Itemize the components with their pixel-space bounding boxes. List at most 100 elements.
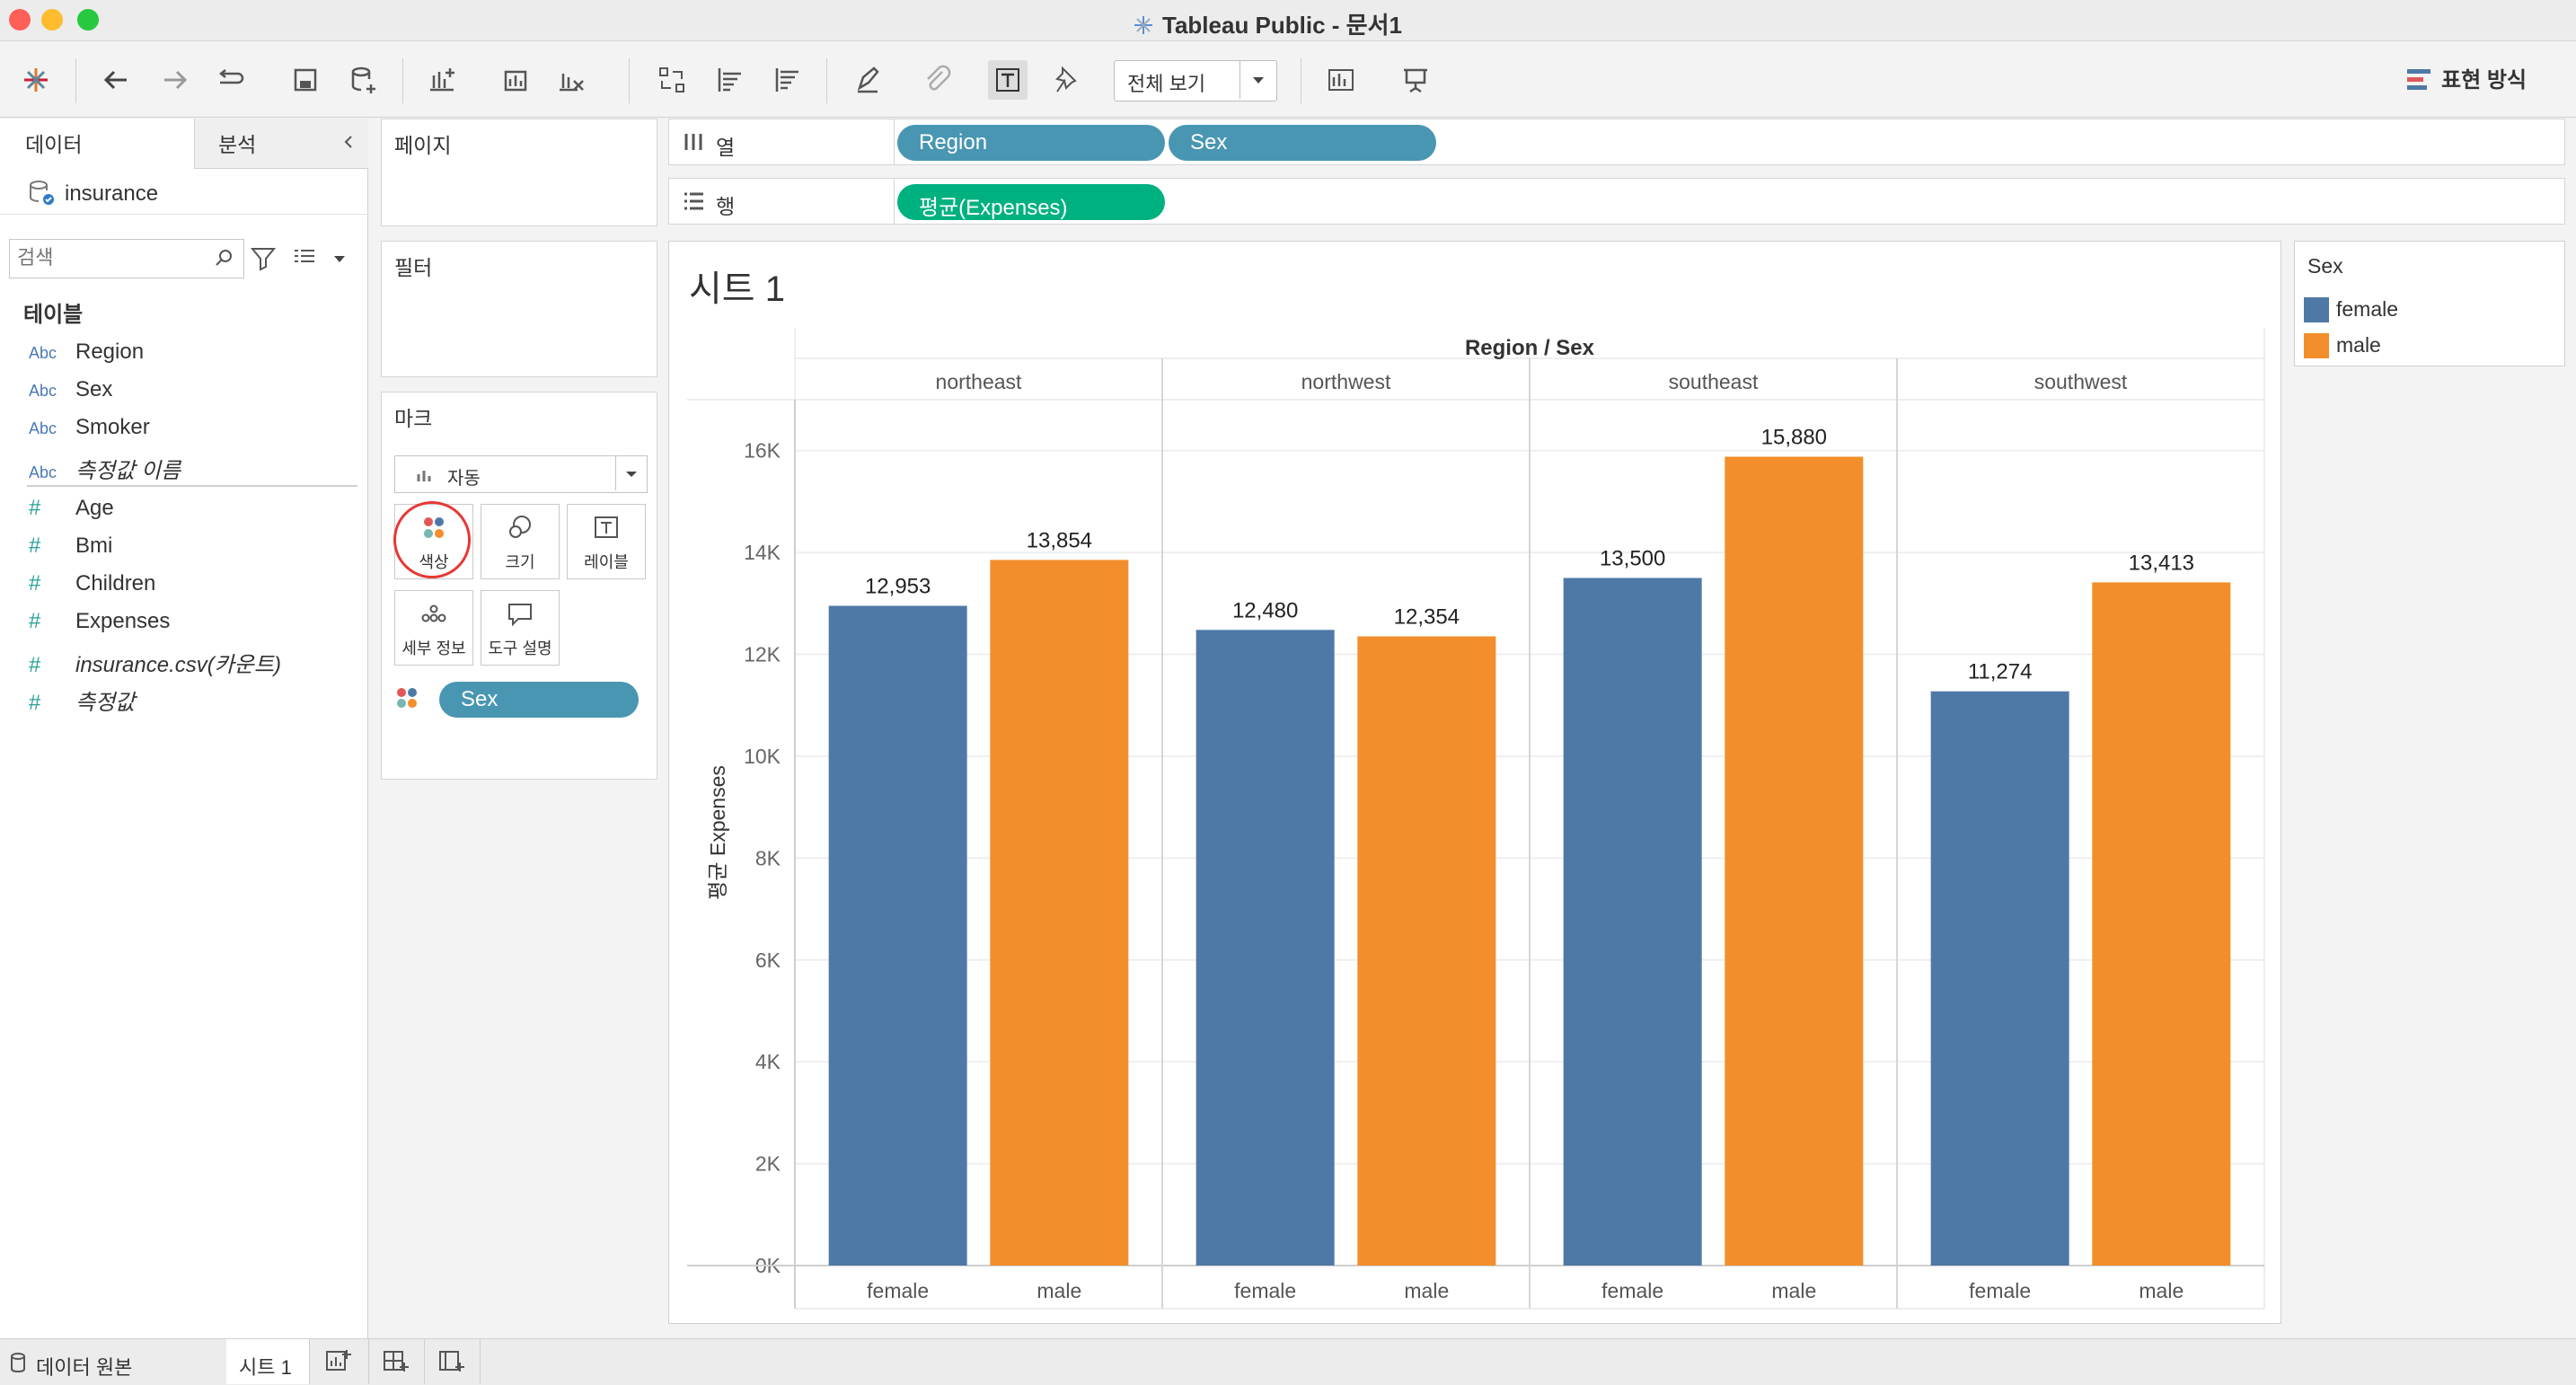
highlight-circle	[393, 501, 471, 578]
field--[interactable]: # 측정값	[29, 691, 136, 715]
highlight-pen-icon[interactable]	[848, 60, 887, 100]
region-header-southeast: southeast	[1669, 370, 1759, 393]
x-tick-label-northwest-female: female	[1234, 1279, 1296, 1302]
field-region[interactable]: Abc Region	[29, 340, 145, 364]
bar-label-southwest-male: 13,413	[2129, 551, 2194, 575]
new-dashboard-icon[interactable]	[381, 1346, 411, 1377]
bar-southeast-male	[1725, 456, 1864, 1266]
y-tick-label: 16K	[744, 439, 781, 463]
bar-northeast-male	[990, 560, 1129, 1266]
bar-northeast-female	[828, 605, 967, 1266]
fit-view-dropdown[interactable]: 전체 보기	[1114, 60, 1277, 101]
x-tick-label-northwest-male: male	[1404, 1279, 1449, 1302]
maximize-window-button[interactable]	[77, 9, 99, 31]
y-tick-label: 2K	[755, 1152, 781, 1176]
tooltip-button[interactable]: 도구 설명	[481, 590, 560, 666]
field-smoker[interactable]: Abc Smoker	[29, 415, 150, 439]
field-age[interactable]: # Age	[29, 496, 114, 520]
x-tick-label-northeast-female: female	[867, 1279, 929, 1302]
sort-ascending-icon[interactable]	[710, 60, 749, 100]
field-expenses[interactable]: # Expenses	[29, 609, 171, 633]
detail-dots-icon	[421, 604, 446, 622]
new-worksheet-icon[interactable]	[422, 60, 462, 100]
field-bmi[interactable]: # Bmi	[29, 534, 113, 558]
search-field[interactable]	[9, 239, 244, 278]
number-type-icon: #	[29, 653, 41, 677]
minimize-window-button[interactable]	[41, 9, 63, 31]
region-header-southwest: southwest	[2034, 370, 2128, 393]
legend-item-female[interactable]: female	[2336, 297, 2399, 321]
show-cards-icon[interactable]	[1322, 60, 1362, 100]
marks-card: 마크 자동 색상 크기 레이블 세부 정보 도구 설명 Sex	[381, 392, 657, 780]
close-window-button[interactable]	[9, 9, 31, 31]
replay-icon[interactable]	[212, 60, 251, 100]
marks-card-title: 마크	[394, 407, 433, 430]
collapse-pane-icon[interactable]	[340, 133, 357, 151]
tableau-home-icon[interactable]	[16, 60, 56, 100]
sheet-tab-1[interactable]: 시트 1	[226, 1339, 310, 1384]
chevron-down-icon[interactable]	[331, 250, 348, 268]
show-mark-labels-icon[interactable]	[988, 60, 1028, 100]
color-legend: Sex female male	[2294, 241, 2565, 366]
number-type-icon: #	[29, 609, 41, 633]
tab-data[interactable]: 데이터	[0, 119, 194, 169]
datasource-item[interactable]: insurance	[27, 178, 158, 207]
window-title: Tableau Public - 문서1	[1132, 7, 1402, 40]
row-pill-avg-expenses[interactable]: 평균(Expenses)	[897, 184, 1165, 220]
search-input[interactable]	[15, 243, 198, 272]
save-icon[interactable]	[286, 60, 325, 100]
color-pill-sex[interactable]: Sex	[439, 682, 639, 718]
datasource-icon	[30, 181, 54, 205]
new-worksheet-icon[interactable]	[323, 1346, 354, 1377]
sheet-title: 시트 1	[689, 269, 785, 309]
redo-icon[interactable]	[154, 60, 194, 100]
tab-analysis[interactable]: 분석	[194, 119, 368, 169]
filters-card[interactable]: 필터	[381, 241, 657, 377]
size-button[interactable]: 크기	[481, 504, 560, 579]
search-icon	[216, 250, 232, 266]
legend-title: Sex	[2307, 254, 2343, 278]
string-type-icon: Abc	[29, 419, 57, 437]
color-button[interactable]: 색상	[393, 501, 473, 579]
columns-shelf-header: 열	[669, 119, 895, 164]
bar-chart-icon	[417, 471, 431, 481]
show-me-icon	[2407, 69, 2430, 90]
field-sex[interactable]: Abc Sex	[29, 377, 113, 401]
mark-type-dropdown[interactable]: 자동	[394, 455, 648, 493]
undo-icon[interactable]	[97, 60, 137, 100]
field--[interactable]: Abc 측정값 이름	[29, 459, 181, 483]
bar-northwest-male	[1357, 636, 1496, 1266]
chevron-down-icon	[1239, 61, 1276, 99]
label-button[interactable]: 레이블	[567, 504, 646, 579]
filter-icon[interactable]	[250, 244, 277, 271]
worksheet-view: 시트 1 Region / Sex 0K 2K 4K 6K 8K 10K 12K 14K 16K 평…	[668, 241, 2281, 1324]
rows-shelf[interactable]: 행 평균(Expenses)	[668, 178, 2565, 225]
legend-item-male[interactable]: male	[2336, 333, 2381, 357]
fix-axes-pin-icon[interactable]	[1047, 60, 1087, 100]
size-circles-icon	[509, 516, 531, 538]
column-pill-sex[interactable]: Sex	[1169, 125, 1436, 161]
clear-sheet-icon[interactable]	[551, 60, 591, 100]
datasource-tab[interactable]: 데이터 원본	[0, 1339, 227, 1384]
columns-shelf[interactable]: 열 Region Sex	[668, 119, 2565, 165]
column-header-title: Region / Sex	[1465, 336, 1595, 360]
bar-northwest-female	[1195, 630, 1335, 1266]
detail-button[interactable]: 세부 정보	[394, 590, 473, 666]
swap-rows-columns-icon[interactable]	[652, 60, 692, 100]
chevron-down-icon	[615, 456, 647, 490]
show-me-button[interactable]: 표현 방식	[2407, 62, 2527, 93]
view-list-icon[interactable]	[291, 244, 318, 271]
new-story-icon[interactable]	[437, 1346, 467, 1377]
group-paperclip-icon[interactable]	[918, 60, 957, 100]
bar-southwest-male	[2092, 582, 2231, 1266]
duplicate-sheet-icon[interactable]	[496, 60, 535, 100]
field-children[interactable]: # Children	[29, 571, 156, 595]
field-insurance-csv-[interactable]: # insurance.csv(카운트)	[29, 653, 281, 677]
presentation-mode-icon[interactable]	[1396, 60, 1435, 100]
column-pill-region[interactable]: Region	[897, 125, 1165, 161]
sort-descending-icon[interactable]	[767, 60, 807, 100]
new-datasource-icon[interactable]	[343, 60, 383, 100]
pages-card[interactable]: 페이지	[381, 119, 657, 226]
